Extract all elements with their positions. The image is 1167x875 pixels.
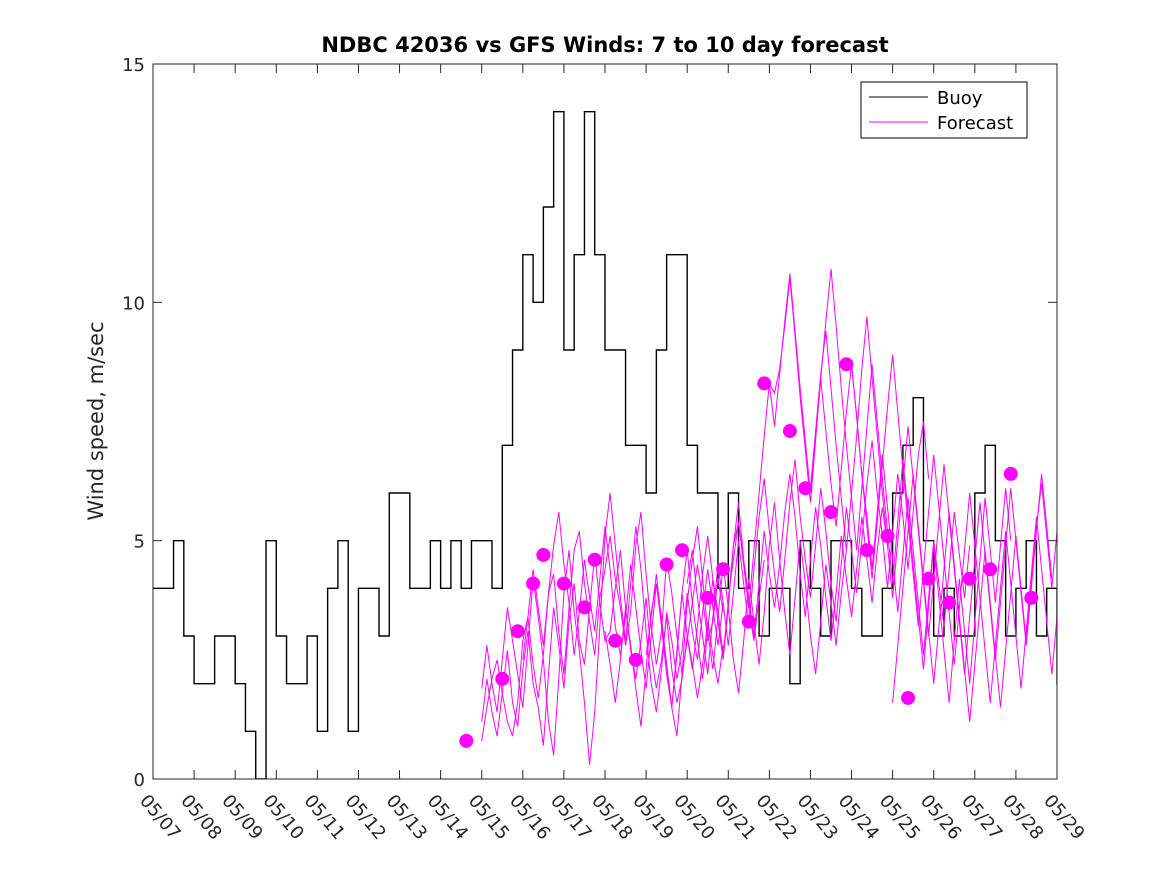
x-tick-label: 05/13 bbox=[382, 791, 431, 844]
y-tick-label: 5 bbox=[134, 532, 145, 553]
y-tick-label: 15 bbox=[122, 55, 145, 76]
x-tick-label: 05/19 bbox=[628, 791, 677, 844]
x-tick-label: 05/27 bbox=[957, 791, 1006, 844]
forecast-trace-12 bbox=[892, 473, 1057, 722]
forecast-marker bbox=[798, 481, 813, 496]
forecast-trace-9 bbox=[768, 268, 1012, 703]
x-tick-label: 05/29 bbox=[1039, 791, 1088, 844]
x-tick-label: 05/10 bbox=[258, 791, 307, 844]
x-tick-label: 05/28 bbox=[998, 791, 1047, 844]
legend-label-buoy: Buoy bbox=[937, 88, 983, 109]
forecast-marker bbox=[628, 652, 643, 667]
forecast-marker bbox=[921, 571, 936, 586]
forecast-marker bbox=[1024, 590, 1039, 605]
legend: Buoy Forecast bbox=[860, 81, 1028, 139]
forecast-marker bbox=[782, 424, 797, 439]
forecast-marker bbox=[824, 505, 838, 520]
x-tick-label: 05/11 bbox=[300, 791, 349, 844]
y-tick-label: 10 bbox=[122, 293, 145, 314]
forecast-marker bbox=[757, 376, 772, 391]
forecast-marker bbox=[983, 562, 998, 577]
legend-box bbox=[860, 81, 1028, 139]
x-tick-label: 05/26 bbox=[916, 791, 965, 844]
plot-area-frame bbox=[152, 63, 1058, 780]
forecast-trace-6 bbox=[645, 473, 888, 708]
forecast-marker bbox=[962, 571, 977, 586]
x-tick-label: 05/15 bbox=[464, 791, 513, 844]
forecast-trace-2 bbox=[481, 550, 724, 746]
x-tick-label: 05/17 bbox=[546, 791, 595, 844]
x-tick-label: 05/21 bbox=[710, 791, 759, 844]
forecast-trace-7 bbox=[686, 421, 930, 675]
forecast-marker bbox=[839, 357, 854, 372]
x-tick-label: 05/07 bbox=[135, 791, 184, 844]
x-tick-label: 05/23 bbox=[793, 791, 842, 844]
y-axis-label: Wind speed, m/sec bbox=[84, 321, 108, 520]
forecast-marker bbox=[459, 733, 474, 748]
forecast-marker bbox=[675, 543, 690, 558]
x-tick-label: 05/22 bbox=[752, 791, 801, 844]
forecast-marker bbox=[741, 614, 756, 629]
x-tick-label: 05/09 bbox=[217, 791, 266, 844]
x-tick-label: 05/08 bbox=[176, 791, 225, 844]
forecast-trace-10 bbox=[809, 316, 1053, 675]
forecast-marker bbox=[901, 690, 916, 705]
forecast-marker bbox=[1003, 466, 1018, 481]
x-tick-label: 05/25 bbox=[875, 791, 924, 844]
forecast-marker bbox=[536, 547, 551, 562]
legend-label-forecast: Forecast bbox=[937, 113, 1013, 134]
x-tick-label: 05/12 bbox=[341, 791, 390, 844]
forecast-markers bbox=[459, 357, 1039, 748]
x-tick-label: 05/16 bbox=[505, 791, 554, 844]
forecast-marker bbox=[495, 671, 510, 686]
x-tick-label: 05/24 bbox=[834, 791, 883, 844]
forecast-marker bbox=[608, 633, 623, 648]
forecast-marker bbox=[556, 576, 571, 591]
axis-ticks: 05101505/0705/0805/0905/1005/1105/1205/1… bbox=[122, 55, 1089, 844]
forecast-marker bbox=[526, 576, 541, 591]
forecast-marker bbox=[859, 543, 874, 558]
forecast-marker bbox=[577, 600, 592, 615]
forecast-marker bbox=[942, 595, 957, 610]
forecast-marker bbox=[716, 562, 731, 577]
forecast-trace-3 bbox=[481, 492, 724, 765]
x-tick-label: 05/18 bbox=[587, 791, 636, 844]
forecast-trace-5 bbox=[604, 502, 847, 737]
forecast-marker bbox=[700, 590, 715, 605]
y-tick-label: 0 bbox=[134, 770, 145, 791]
forecast-marker bbox=[659, 557, 674, 572]
forecast-marker bbox=[880, 528, 895, 543]
series-layer bbox=[153, 110, 1057, 779]
forecast-marker bbox=[510, 624, 525, 639]
forecast-trace-8 bbox=[727, 273, 971, 656]
forecast-trace-11 bbox=[851, 354, 1057, 703]
x-tick-label: 05/14 bbox=[423, 791, 472, 844]
x-tick-label: 05/20 bbox=[669, 791, 718, 844]
chart-title: NDBC 42036 vs GFS Winds: 7 to 10 day for… bbox=[321, 33, 888, 57]
forecast-marker bbox=[587, 552, 602, 567]
buoy-series-line bbox=[153, 110, 1057, 779]
